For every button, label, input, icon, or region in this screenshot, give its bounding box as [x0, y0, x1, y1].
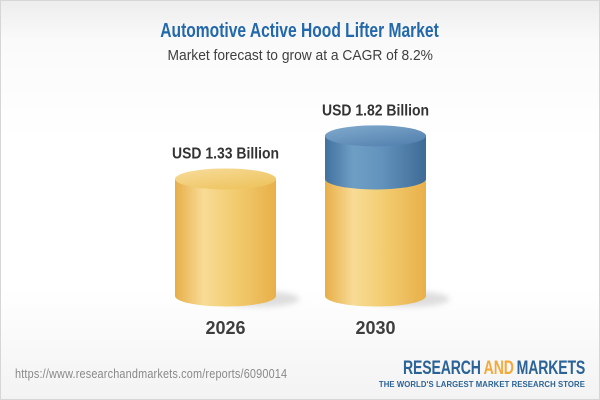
brand-logo: RESEARCH AND MARKETS THE WORLD'S LARGEST M…	[339, 357, 586, 389]
cylinder-top	[175, 168, 276, 190]
base-segment	[325, 178, 426, 307]
banner-header: Automotive Active Hood Lifter Market Mar…	[1, 20, 599, 66]
value-label: USD 1.33 Billion	[172, 145, 279, 162]
logo-word-research: RESEARCH	[402, 357, 481, 379]
banner-footer: https://www.researchandmarkets.com/repor…	[1, 349, 599, 399]
growth-segment	[325, 135, 426, 190]
page-subtitle: Market forecast to grow at a CAGR of 8.2…	[167, 47, 433, 64]
page-title: Automotive Active Hood Lifter Market	[160, 20, 440, 42]
base-segment	[175, 178, 276, 307]
logo-word-markets: MARKETS	[516, 357, 586, 379]
cylinder-2030: USD 1.82 Billion 2030	[322, 102, 450, 338]
logo-word-and: AND	[483, 357, 514, 379]
year-label: 2026	[205, 318, 245, 338]
value-label: USD 1.82 Billion	[322, 102, 429, 119]
cylinder-top	[325, 125, 426, 147]
brand-wordmark: RESEARCH AND MARKETS	[402, 357, 586, 379]
year-label: 2030	[355, 318, 395, 338]
cylinder-2026: USD 1.33 Billion 2026	[172, 145, 300, 338]
brand-tagline: THE WORLD'S LARGEST MARKET RESEARCH STOR…	[378, 378, 585, 389]
report-url[interactable]: https://www.researchandmarkets.com/repor…	[15, 367, 288, 381]
